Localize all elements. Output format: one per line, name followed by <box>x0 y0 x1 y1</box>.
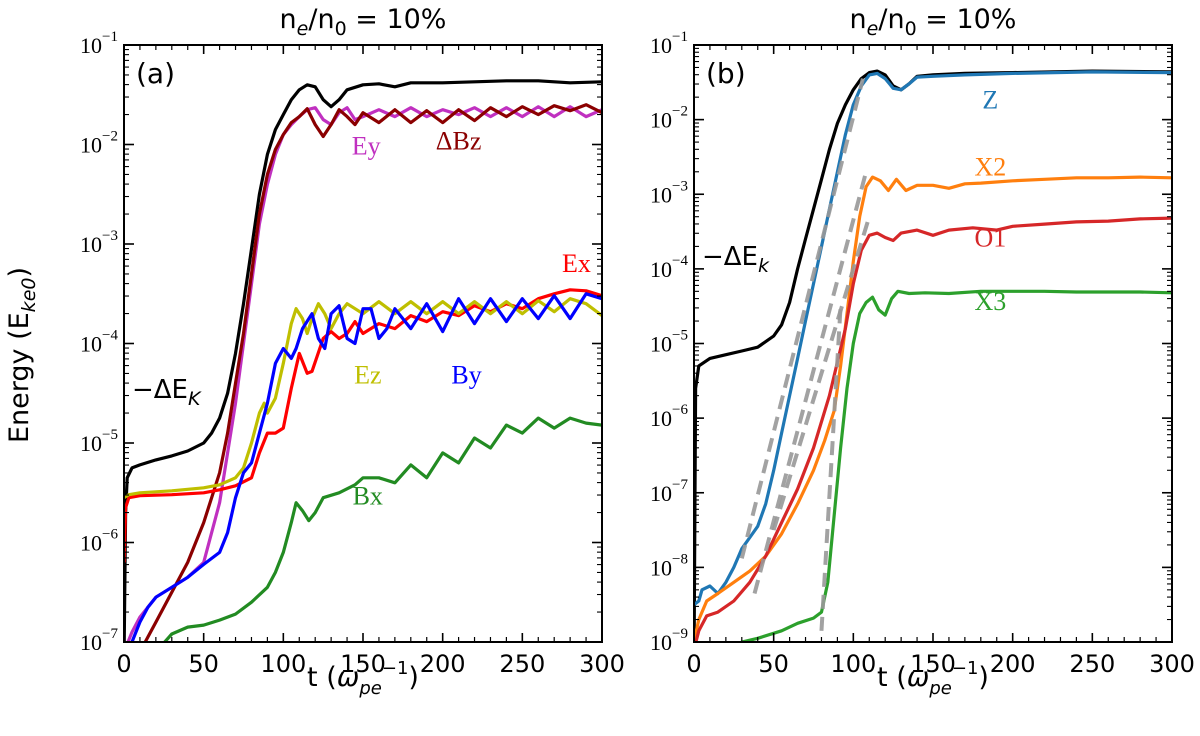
y-tick-label: 10−6 <box>650 402 688 431</box>
panel-title: ne/n0 = 10% <box>280 4 447 40</box>
x-tick-label: 300 <box>1149 650 1195 678</box>
annotation-ez: Ez <box>354 360 381 389</box>
x-tick-label: 0 <box>686 650 701 678</box>
y-tick-label: 10−6 <box>80 527 118 556</box>
y-tick-label: 10−8 <box>650 551 688 580</box>
x-tick-label: 50 <box>188 650 219 678</box>
series-z-line <box>694 70 1172 606</box>
y-tick-label: 10−4 <box>80 328 118 357</box>
series-ek-line <box>694 69 1172 642</box>
y-tick-label: 10−3 <box>650 178 688 207</box>
panel-label: (a) <box>136 57 175 90</box>
y-axis-label: Energy (Eke0) <box>4 267 40 443</box>
y-tick-label: 10−5 <box>650 328 688 357</box>
series-x2-line <box>694 175 1172 642</box>
y-tick-label: 10−5 <box>80 427 118 456</box>
x-tick-label: 200 <box>420 650 466 678</box>
delta-ek-label: −ΔEK <box>132 375 202 410</box>
x-tick-label: 250 <box>1069 650 1115 678</box>
y-tick-label: 10−4 <box>650 253 688 282</box>
y-tick-label: 10−2 <box>80 129 118 158</box>
series-by-line <box>130 292 602 642</box>
annotation-x2: X2 <box>974 153 1006 182</box>
series-o1-line <box>694 216 1172 642</box>
annotation-o1: O1 <box>974 223 1006 252</box>
y-tick-label: 10−9 <box>650 626 688 655</box>
x-tick-label: 50 <box>758 650 789 678</box>
y-tick-label: 10−7 <box>650 477 688 506</box>
x-tick-label: 100 <box>260 650 306 678</box>
x-tick-label: 100 <box>830 650 876 678</box>
x-tick-label: 150 <box>340 650 386 678</box>
annotation-x3: X3 <box>974 287 1006 316</box>
panel-label: (b) <box>706 57 746 90</box>
x-tick-label: 0 <box>116 650 131 678</box>
annotation-by: By <box>451 360 481 389</box>
x-tick-label: 200 <box>990 650 1036 678</box>
annotation-ey: Ey <box>352 131 381 160</box>
plot-area <box>124 79 602 642</box>
plot-area <box>694 69 1172 642</box>
series-bx-line <box>162 416 602 642</box>
x-tick-label: 150 <box>910 650 956 678</box>
y-tick-label: 10−1 <box>650 29 688 58</box>
y-tick-label: 10−3 <box>80 228 118 257</box>
annotation-bz: ΔBz <box>436 126 482 155</box>
series-ey-line <box>126 105 602 642</box>
fit-line-1 <box>739 78 865 559</box>
annotation-bx: Bx <box>353 482 383 511</box>
x-tick-label: 300 <box>579 650 625 678</box>
y-tick-label: 10−7 <box>80 626 118 655</box>
series-ek-line <box>124 79 602 642</box>
series-x3-line <box>739 289 1172 642</box>
delta-ek-label: −ΔEk <box>702 242 770 277</box>
fit-line-3 <box>771 216 872 531</box>
panel-b: 0 50 100 150 200 250 300 10−9 10−8 10−7 10−6 10−5 10… <box>650 4 1195 699</box>
annotation-z: Z <box>982 85 998 114</box>
x-axis-label: t (ωpe−1) <box>877 658 989 699</box>
fit-line-2 <box>752 171 869 595</box>
panel-title: ne/n0 = 10% <box>850 4 1017 40</box>
x-axis-label: t (ωpe−1) <box>307 658 419 699</box>
panel-a: 0 50 100 150 200 250 300 10−7 10−6 10−5 10−4 10−3 10… <box>80 4 625 699</box>
fit-line-4 <box>819 306 843 631</box>
y-tick-label: 10−2 <box>650 104 688 133</box>
x-tick-label: 250 <box>499 650 545 678</box>
series-bz-line <box>143 103 602 642</box>
y-tick-label: 10−1 <box>80 29 118 58</box>
annotation-ex: Ex <box>562 249 591 278</box>
